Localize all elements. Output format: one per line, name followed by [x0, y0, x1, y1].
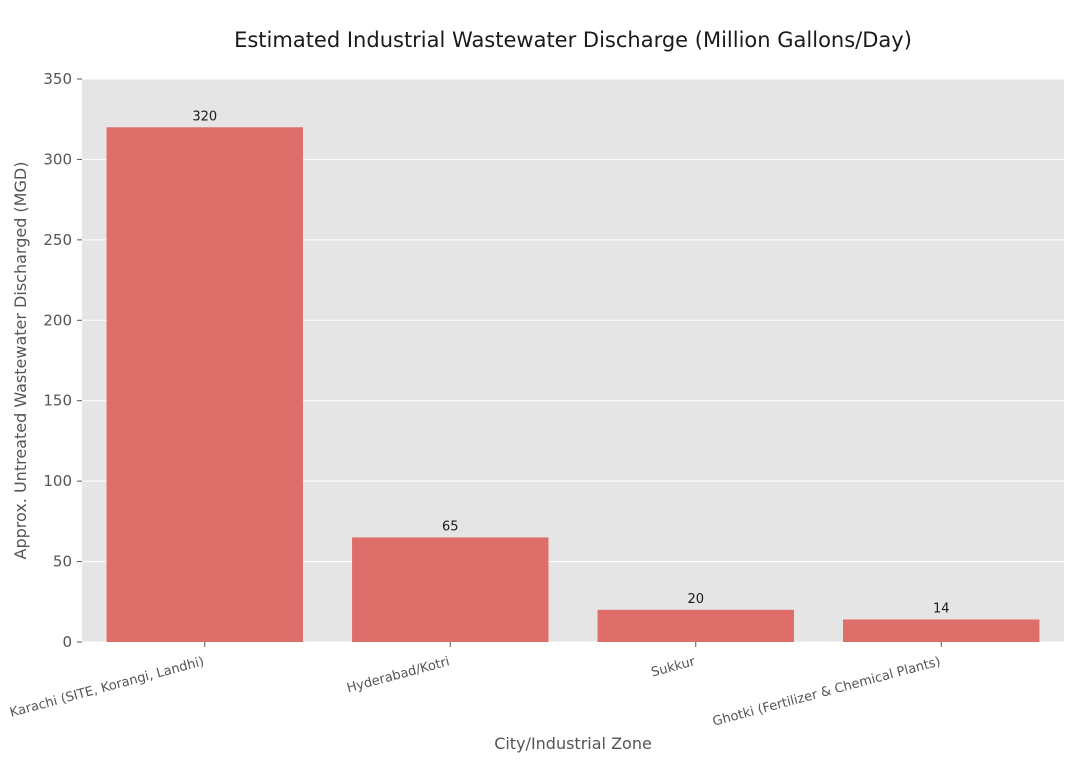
- y-tick-label: 350: [43, 70, 72, 88]
- y-axis-ticks: 0 50 100 150 200 250 300 350: [43, 70, 82, 651]
- y-tick-label: 300: [43, 150, 72, 168]
- chart-title: Estimated Industrial Wastewater Discharg…: [234, 28, 912, 52]
- bar-value-label: 14: [933, 601, 950, 616]
- x-tick-label: Karachi (SITE, Korangi, Landhi): [8, 654, 205, 720]
- x-tick-label: Ghotki (Fertilizer & Chemical Plants): [711, 654, 942, 729]
- y-tick-label: 0: [62, 633, 72, 651]
- x-axis-label: City/Industrial Zone: [494, 734, 652, 753]
- bar: [843, 619, 1040, 642]
- bar-value-label: 20: [687, 592, 704, 607]
- x-tick-label: Hyderabad/Kotri: [345, 654, 451, 696]
- bar-value-label: 65: [442, 519, 459, 534]
- x-axis-ticks: Karachi (SITE, Korangi, Landhi) Hyderabad…: [8, 642, 942, 730]
- bars: 320 65 20 14: [106, 109, 1040, 642]
- y-tick-label: 250: [43, 231, 72, 249]
- y-tick-label: 50: [53, 553, 72, 571]
- bar-value-label: 320: [192, 109, 217, 124]
- bar: [352, 537, 549, 642]
- y-axis-label: Approx. Untreated Wastewater Discharged …: [11, 162, 30, 560]
- x-tick-label: Sukkur: [650, 654, 698, 680]
- y-tick-label: 200: [43, 311, 72, 329]
- bar: [106, 127, 303, 642]
- y-tick-label: 150: [43, 392, 72, 410]
- y-tick-label: 100: [43, 472, 72, 490]
- bar: [597, 609, 794, 642]
